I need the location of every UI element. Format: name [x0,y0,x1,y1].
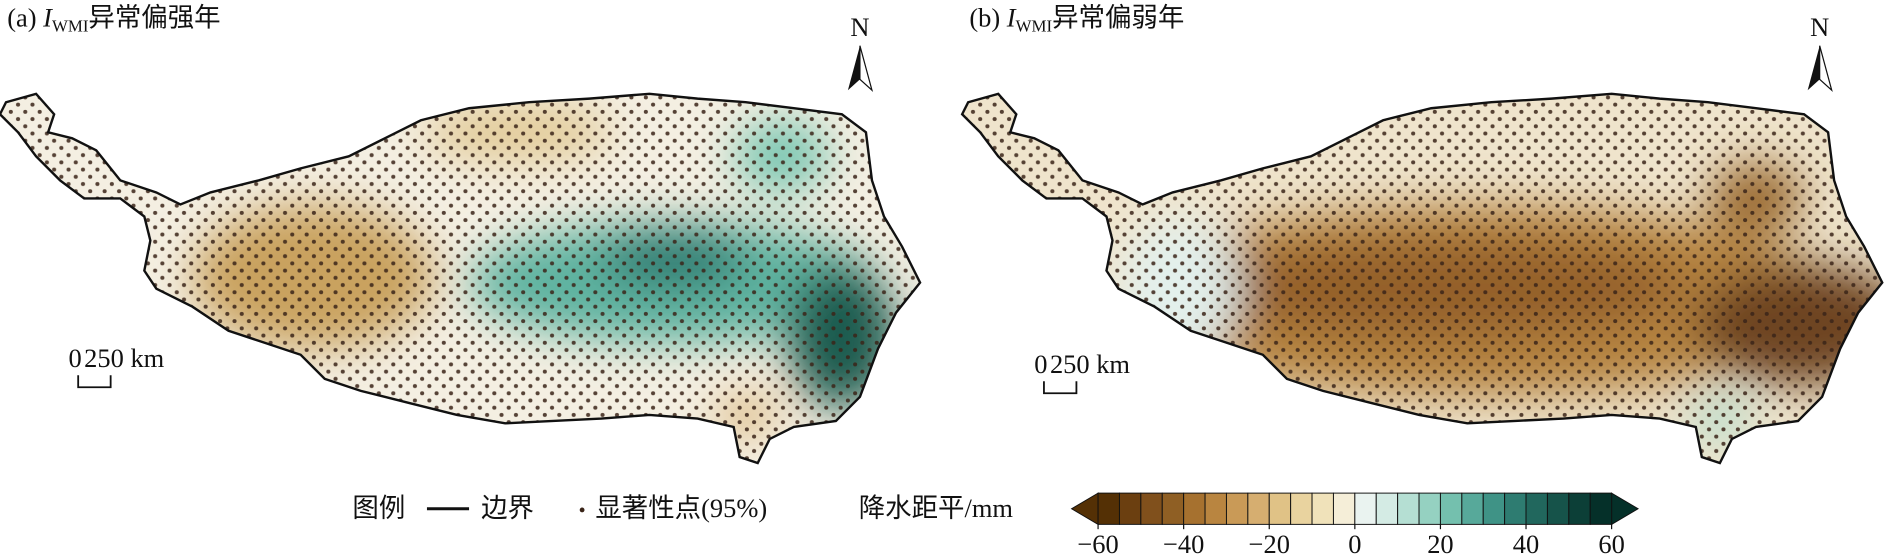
colorbar-box [1311,492,1334,525]
colorbar-box [1161,492,1185,525]
north-arrow [1819,45,1833,93]
legend-title: 图例 [352,493,405,523]
map-b [960,92,1884,465]
colorbar-tick-label: 60 [1598,529,1624,559]
scale-label: 250 km [84,343,164,373]
colorbar-box [1482,492,1506,525]
scale-bar [77,375,112,389]
colorbar-box [1375,492,1399,525]
colorbar-box [1439,492,1463,525]
colorbar-box [1332,492,1356,525]
colorbar-box [1589,492,1613,525]
colorbar-box [1418,492,1441,525]
north-label: N [850,12,869,42]
scale-label: 0 [69,343,82,373]
panel-title: (a) IWMI异常偏强年 [7,2,220,35]
colorbar-box [1268,492,1292,525]
colorbar-box [1546,492,1570,525]
colorbar-box [1247,492,1270,525]
colorbar-tick-label: 40 [1513,529,1539,559]
colorbar-tick-label: −20 [1249,529,1290,559]
legend-dot [579,507,585,513]
colorbar-box [1504,492,1527,525]
colorbar-tick-label: −40 [1163,529,1204,559]
colorbar-box [1204,492,1227,525]
colorbar: −60 −40 −20 0 20 40 60 [1070,492,1640,559]
scale-bar [1043,381,1078,395]
colorbar-box [1225,492,1249,525]
colorbar-tick-label: 0 [1348,529,1361,559]
north-arrow [1807,45,1820,91]
colorbar-box [1461,492,1484,525]
scale-label: 0 [1034,349,1047,379]
colorbar-box [1397,492,1420,525]
colorbar-box [1183,492,1206,525]
colorbar-box [1140,492,1163,525]
colorbar-box [1354,492,1377,525]
map-a [0,92,922,465]
colorbar-tick-label: −60 [1077,529,1118,559]
colorbar-box [1568,492,1591,525]
scale-label: 250 km [1050,349,1130,379]
legend-label: 边界 [481,493,534,523]
north-label: N [1810,12,1829,42]
north-arrow [847,45,860,91]
colorbar-tick-label: 20 [1427,529,1453,559]
panel-title: (b) IWMI异常偏弱年 [969,2,1184,35]
colorbar-extend [1611,492,1640,526]
colorbar-box [1290,492,1313,525]
colorbar-box [1525,492,1548,525]
colorbar-box [1118,492,1142,525]
legend-label: 显著性点(95%) [595,493,767,523]
north-arrow [859,45,874,93]
colorbar-extend [1070,492,1099,526]
colorbar-box [1097,492,1120,525]
colorbar-label: 降水距平/mm [859,493,1014,523]
